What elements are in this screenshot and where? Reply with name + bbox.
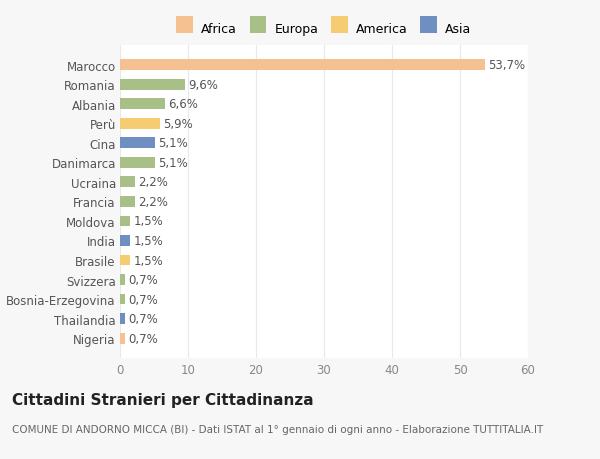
Text: 2,2%: 2,2% — [139, 196, 168, 208]
Text: 5,1%: 5,1% — [158, 137, 188, 150]
Text: 9,6%: 9,6% — [188, 78, 218, 91]
Text: 2,2%: 2,2% — [139, 176, 168, 189]
Bar — [120, 157, 155, 168]
Bar — [120, 333, 125, 344]
Text: 0,7%: 0,7% — [128, 274, 158, 286]
Text: 6,6%: 6,6% — [168, 98, 198, 111]
Text: 5,1%: 5,1% — [158, 157, 188, 169]
Bar — [120, 216, 130, 227]
Bar — [120, 99, 165, 110]
Text: 0,7%: 0,7% — [128, 332, 158, 345]
Bar — [120, 294, 125, 305]
Legend: Africa, Europa, America, Asia: Africa, Europa, America, Asia — [174, 20, 474, 38]
Bar — [120, 196, 135, 207]
Text: COMUNE DI ANDORNO MICCA (BI) - Dati ISTAT al 1° gennaio di ogni anno - Elaborazi: COMUNE DI ANDORNO MICCA (BI) - Dati ISTA… — [12, 425, 543, 435]
Bar — [120, 235, 130, 246]
Text: 53,7%: 53,7% — [488, 59, 526, 72]
Text: 5,9%: 5,9% — [164, 118, 193, 130]
Text: 1,5%: 1,5% — [134, 254, 163, 267]
Text: 0,7%: 0,7% — [128, 313, 158, 325]
Text: Cittadini Stranieri per Cittadinanza: Cittadini Stranieri per Cittadinanza — [12, 392, 314, 408]
Bar — [120, 138, 155, 149]
Bar — [120, 177, 135, 188]
Bar — [120, 118, 160, 129]
Bar — [120, 255, 130, 266]
Bar — [120, 313, 125, 325]
Text: 1,5%: 1,5% — [134, 215, 163, 228]
Text: 0,7%: 0,7% — [128, 293, 158, 306]
Bar — [120, 274, 125, 285]
Bar — [120, 60, 485, 71]
Bar — [120, 79, 185, 90]
Text: 1,5%: 1,5% — [134, 235, 163, 247]
